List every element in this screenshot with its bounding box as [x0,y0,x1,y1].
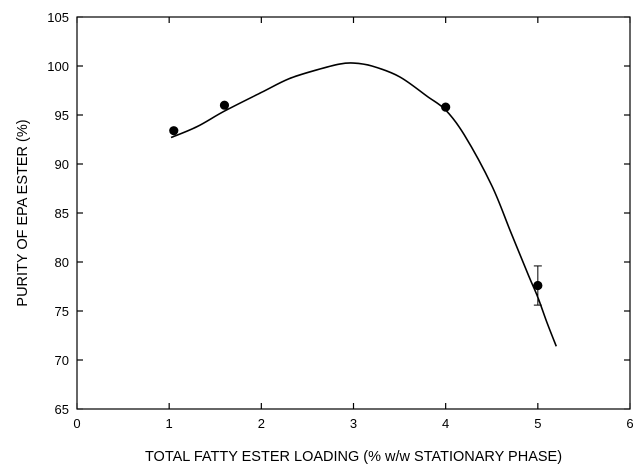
x-tick-label: 1 [166,416,173,431]
plot-frame [76,16,631,410]
x-tick-label: 6 [626,416,633,431]
x-axis-ticks: 0 1 2 3 4 5 6 [73,17,634,431]
y-tick-label: 65 [55,402,69,417]
x-tick-label: 4 [442,416,449,431]
y-tick-label: 105 [47,10,69,25]
data-point [219,100,230,110]
plot-area [76,16,631,410]
y-axis-ticks: 65 70 75 80 85 90 95 100 105 [47,10,630,417]
x-tick-label: 3 [350,416,357,431]
y-axis-label: PURITY OF EPA ESTER (%) [15,119,31,306]
data-point [533,280,543,291]
data-points [169,100,543,291]
fit-curve [170,62,558,347]
x-axis-label: TOTAL FATTY ESTER LOADING (% w/w STATION… [145,449,562,465]
y-tick-label: 75 [55,304,69,319]
x-tick-label: 5 [534,416,541,431]
y-tick-label: 80 [55,255,69,270]
y-tick-label: 100 [47,59,69,74]
y-tick-label: 85 [55,206,69,221]
data-point [441,102,451,112]
x-tick-label: 2 [258,416,265,431]
data-point [169,126,179,136]
x-tick-label: 0 [73,416,80,431]
y-tick-label: 95 [55,108,69,123]
y-tick-label: 70 [55,353,69,368]
y-tick-label: 90 [55,157,69,172]
